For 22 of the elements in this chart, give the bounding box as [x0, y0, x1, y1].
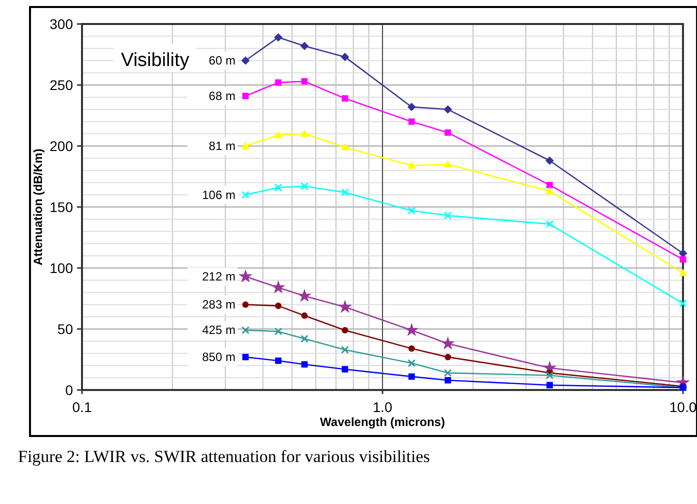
- series-label: 283 m: [202, 298, 236, 312]
- x-tick-label: 0.1: [72, 399, 92, 415]
- series-label: 60 m: [208, 54, 236, 68]
- caption: Figure 2: LWIR vs. SWIR attenuation for various visibilities: [18, 447, 430, 466]
- x-tick-label: 1.0: [372, 399, 392, 415]
- series-label: 68 m: [208, 88, 236, 103]
- y-tick-label: 300: [50, 16, 74, 32]
- series-label: 850 m: [202, 350, 236, 364]
- annotation: Visibility: [121, 50, 190, 71]
- y-axis-title: Attenuation (dB/Km): [31, 148, 45, 266]
- y-tick-label: 0: [65, 382, 74, 398]
- x-tick-label: 10.0: [669, 399, 697, 415]
- series-label: 106 m: [202, 188, 236, 202]
- x-axis-title: Wavelength (microns): [320, 415, 445, 429]
- series-label: 212 m: [202, 270, 236, 284]
- y-tick-label: 250: [50, 77, 74, 93]
- y-tick-label: 50: [57, 321, 74, 337]
- y-tick-label: 200: [50, 138, 74, 154]
- series-label: 81 m: [208, 139, 236, 153]
- series-label: 425 m: [202, 323, 236, 338]
- y-tick-label: 150: [50, 199, 74, 215]
- y-tick-label: 100: [50, 260, 74, 276]
